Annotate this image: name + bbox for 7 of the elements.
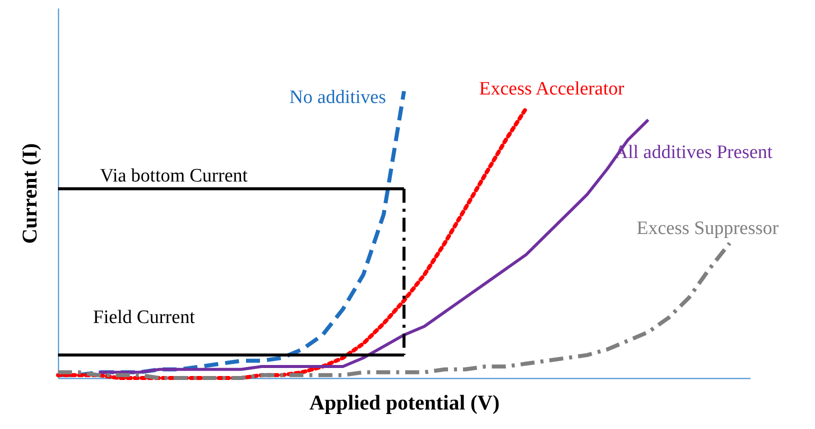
series-label: Excess Suppressor xyxy=(636,218,780,240)
series-label: Field Current xyxy=(93,307,196,328)
y-axis-title: Current (I) xyxy=(18,143,42,244)
x-axis-title: Applied potential (V) xyxy=(309,390,500,414)
series-label: No additives xyxy=(289,87,386,108)
series-label: Excess Accelerator xyxy=(479,78,625,100)
series-label: Via bottom Current xyxy=(100,166,248,187)
